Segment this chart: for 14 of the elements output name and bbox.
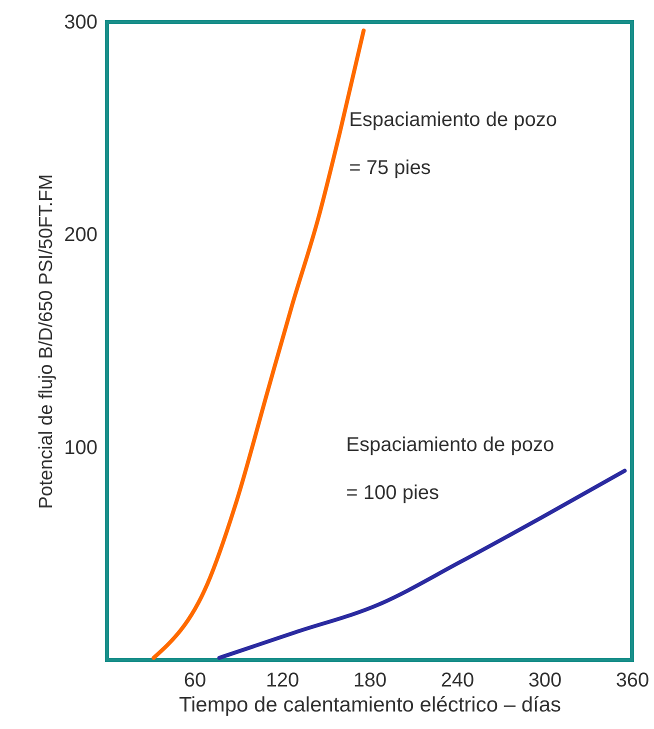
y-axis-title: Potencial de flujo B/D/650 PSI/50FT.FM [36,174,58,509]
line-series [217,468,627,660]
y-tick-label: 100 [64,436,98,459]
x-axis-title: Tiempo de calentamiento eléctrico – días [178,694,562,716]
y-tick-label: 200 [64,224,98,246]
x-tick-label: 300 [528,670,562,692]
x-tick-label: 180 [353,670,387,692]
y-tick-label: 300 [64,12,98,34]
x-tick-label: 60 [184,670,206,692]
x-tick-label: 360 [616,670,650,692]
text: Espaciamiento de pozo = 100 pies [346,434,554,504]
x-tick-label: 240 [440,670,474,692]
x-tick-label: 120 [266,670,300,692]
text: Espaciamiento de pozo = 75 pies [349,108,558,179]
